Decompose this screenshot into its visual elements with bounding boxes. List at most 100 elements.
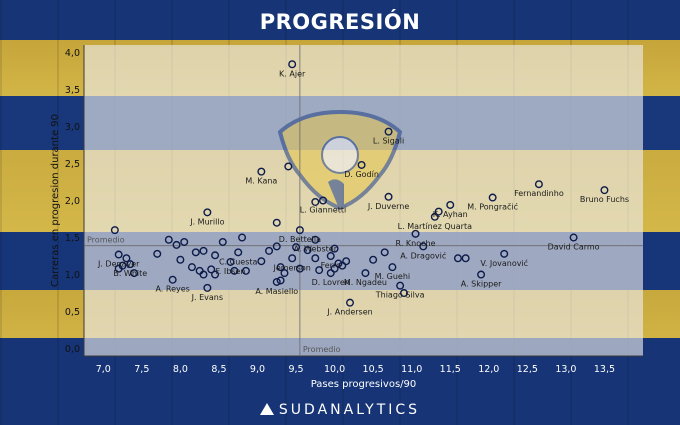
point-label: R. Knoche	[396, 239, 436, 248]
point-label: D. Lovren	[312, 278, 350, 287]
data-point	[203, 283, 212, 292]
data-point	[369, 255, 378, 264]
point-label: A. Masiello	[255, 287, 298, 296]
data-point	[399, 289, 408, 298]
x-tick-label: 13,0	[555, 364, 576, 375]
data-point	[238, 233, 247, 242]
data-point	[319, 196, 328, 205]
data-point	[276, 263, 285, 272]
point-label: Bruno Fuchs	[580, 195, 629, 204]
point-label: B. White	[113, 269, 147, 278]
point-label: M. Ngadeu	[344, 278, 387, 287]
data-point	[292, 243, 301, 252]
x-tick-label: 11,0	[401, 364, 422, 375]
data-point	[411, 229, 420, 238]
x-tick-label: 12,0	[478, 364, 499, 375]
average-label-y: Promedio	[87, 236, 125, 245]
data-point	[346, 298, 355, 307]
point-label: V. Jovanović	[480, 258, 528, 268]
data-point	[453, 254, 462, 263]
point-label: A. Skipper	[461, 280, 502, 289]
data-point	[384, 127, 393, 136]
data-point	[295, 226, 304, 235]
x-tick-label: 7,5	[134, 364, 149, 375]
y-tick-label: 2,0	[65, 196, 80, 207]
data-point	[218, 237, 227, 246]
point-labels: K. Ajer L. Sigali D. Godín M. Kana Fernandin…	[97, 69, 629, 316]
point-label: L. Martínez Quarta	[398, 222, 472, 231]
brand-logo-icon	[259, 403, 274, 415]
point-label: M. Kana	[245, 177, 277, 186]
data-point	[114, 264, 123, 273]
brand-footer: SUDANALYTICS	[0, 402, 680, 418]
x-tick-label: 8,5	[211, 364, 226, 375]
page-title: PROGRESIÓN	[259, 10, 421, 34]
point-label: M. Pongračić	[467, 202, 518, 212]
data-point	[380, 248, 389, 257]
point-label: A. Webster	[294, 245, 338, 254]
brand-name: SUDANALYTICS	[278, 402, 421, 418]
data-point	[338, 261, 347, 270]
data-point	[126, 260, 135, 269]
x-tick-label: 12,5	[517, 364, 538, 375]
point-label: Jemerson	[272, 263, 310, 272]
point-label: K. Ajer	[279, 69, 306, 78]
data-point	[326, 252, 335, 261]
y-tick-label: 3,0	[65, 122, 80, 133]
x-tick-labels: 7,0 7,5 8,0 8,5 9,0 9,5 10,0 10,5 11,0 11,5 12,0 12…	[96, 364, 615, 375]
data-point	[199, 246, 208, 255]
data-point	[311, 254, 320, 263]
data-point	[114, 250, 123, 259]
data-point	[342, 257, 351, 266]
data-point	[172, 240, 181, 249]
data-point	[330, 244, 339, 253]
point-label: J. Duverne	[367, 202, 410, 211]
data-point	[330, 264, 339, 273]
data-point	[295, 264, 304, 273]
plot-area	[84, 45, 643, 356]
point-label: Thiago Silva	[375, 291, 425, 300]
x-tick-label: 10,0	[324, 364, 345, 375]
data-point	[265, 246, 274, 255]
data-point	[488, 193, 497, 202]
data-point	[280, 269, 289, 278]
data-point	[187, 263, 196, 272]
y-tick-label: 2,5	[65, 159, 80, 170]
y-tick-label: 4,0	[65, 48, 80, 59]
y-tick-label: 1,5	[65, 233, 80, 244]
data-point	[191, 248, 200, 257]
data-point	[241, 266, 250, 275]
point-label: Fernandinho	[514, 189, 564, 198]
data-point	[211, 251, 220, 260]
x-tick-label: 8,0	[173, 364, 188, 375]
data-point	[230, 266, 239, 275]
x-tick-label: 11,5	[440, 364, 461, 375]
x-tick-label: 7,0	[96, 364, 111, 375]
data-points	[110, 60, 609, 307]
point-label: A. Dragović	[400, 250, 446, 260]
point-label: David Carmo	[548, 243, 600, 252]
data-point	[226, 257, 235, 266]
data-point	[303, 246, 312, 255]
x-tick-label: 9,5	[288, 364, 303, 375]
data-point	[176, 255, 185, 264]
data-point	[284, 162, 293, 171]
data-point	[276, 276, 285, 285]
data-point	[569, 233, 578, 242]
point-label: J. Andersen	[326, 308, 372, 317]
data-point	[110, 226, 119, 235]
y-axis-label: Carreras en progresion durante 90	[50, 114, 61, 287]
point-label: M. Guehi	[375, 272, 410, 281]
data-point	[326, 269, 335, 278]
point-label: L. Giannetti	[300, 206, 346, 215]
data-point	[257, 167, 266, 176]
point-label: A. Reyes	[155, 285, 189, 294]
point-label: K. Ayhan	[433, 210, 468, 219]
data-point	[361, 269, 370, 278]
data-point	[153, 249, 162, 258]
data-point	[500, 249, 509, 258]
data-point	[199, 270, 208, 279]
data-point	[288, 254, 297, 263]
x-tick-label: 10,5	[363, 364, 384, 375]
